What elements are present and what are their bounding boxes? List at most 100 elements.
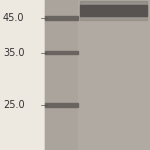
Bar bbox=[78, 126, 150, 128]
Bar bbox=[80, 16, 147, 20]
Bar bbox=[78, 64, 150, 66]
Bar bbox=[78, 50, 150, 51]
Bar bbox=[78, 22, 150, 24]
Bar bbox=[78, 8, 150, 9]
Text: 25.0: 25.0 bbox=[3, 100, 25, 110]
Bar bbox=[78, 140, 150, 141]
Bar bbox=[78, 63, 150, 64]
Bar bbox=[78, 57, 150, 58]
Bar bbox=[78, 15, 150, 16]
Bar bbox=[78, 112, 150, 114]
Bar bbox=[78, 138, 150, 140]
Bar bbox=[78, 69, 150, 70]
Bar bbox=[78, 142, 150, 144]
Bar bbox=[78, 99, 150, 100]
Bar bbox=[78, 132, 150, 134]
Bar bbox=[78, 80, 150, 81]
Bar bbox=[45, 0, 78, 150]
Bar bbox=[78, 134, 150, 135]
Bar bbox=[78, 87, 150, 88]
Bar bbox=[78, 124, 150, 126]
Bar bbox=[78, 38, 150, 39]
Bar bbox=[78, 30, 150, 31]
Bar bbox=[78, 56, 150, 57]
Bar bbox=[78, 45, 150, 46]
Bar bbox=[78, 16, 150, 18]
Bar bbox=[78, 36, 150, 38]
Text: 45.0: 45.0 bbox=[3, 13, 24, 23]
Bar bbox=[78, 26, 150, 27]
Bar bbox=[78, 46, 150, 48]
Bar bbox=[78, 102, 150, 104]
Bar bbox=[78, 42, 150, 44]
Bar bbox=[78, 60, 150, 61]
Bar bbox=[78, 20, 150, 21]
Bar bbox=[78, 82, 150, 84]
Bar bbox=[78, 90, 150, 92]
Bar bbox=[78, 148, 150, 150]
Bar bbox=[78, 96, 150, 98]
Bar bbox=[78, 118, 150, 120]
Bar bbox=[78, 9, 150, 11]
Bar bbox=[78, 3, 150, 4]
Bar bbox=[78, 105, 150, 106]
Bar bbox=[78, 94, 150, 96]
Bar bbox=[78, 54, 150, 56]
Bar bbox=[78, 40, 150, 42]
Bar bbox=[78, 120, 150, 122]
Bar bbox=[78, 136, 150, 138]
Text: 35.0: 35.0 bbox=[3, 48, 24, 57]
Bar bbox=[80, 2, 147, 5]
Bar bbox=[78, 39, 150, 40]
Bar bbox=[78, 28, 150, 30]
Bar bbox=[78, 100, 150, 102]
Bar bbox=[78, 88, 150, 90]
Bar bbox=[78, 85, 150, 87]
Bar bbox=[78, 76, 150, 78]
Bar bbox=[78, 128, 150, 129]
Bar bbox=[78, 74, 150, 75]
Bar bbox=[78, 135, 150, 136]
Bar bbox=[78, 122, 150, 123]
Bar bbox=[78, 61, 150, 63]
Bar bbox=[78, 147, 150, 148]
Bar bbox=[78, 66, 150, 68]
Bar bbox=[0, 0, 45, 150]
Bar bbox=[78, 6, 150, 8]
Bar bbox=[78, 32, 150, 33]
Bar bbox=[78, 117, 150, 118]
Bar bbox=[45, 103, 78, 107]
Bar bbox=[45, 0, 150, 150]
Bar bbox=[78, 123, 150, 124]
Bar bbox=[78, 4, 150, 6]
Bar bbox=[78, 21, 150, 22]
Bar bbox=[78, 0, 150, 150]
Bar bbox=[78, 27, 150, 28]
Bar bbox=[78, 70, 150, 72]
Bar bbox=[78, 48, 150, 50]
Bar bbox=[78, 34, 150, 36]
Bar bbox=[78, 68, 150, 69]
Bar bbox=[78, 110, 150, 111]
Bar bbox=[78, 129, 150, 130]
Bar bbox=[78, 75, 150, 76]
Bar bbox=[80, 5, 147, 16]
Bar bbox=[78, 98, 150, 99]
Bar bbox=[78, 18, 150, 20]
Bar bbox=[78, 103, 150, 105]
Bar bbox=[78, 51, 150, 52]
Bar bbox=[78, 33, 150, 34]
Bar bbox=[45, 16, 78, 20]
Bar bbox=[78, 44, 150, 45]
Bar bbox=[78, 114, 150, 116]
Bar bbox=[78, 130, 150, 132]
Bar bbox=[78, 111, 150, 112]
Bar bbox=[78, 0, 150, 2]
Bar bbox=[78, 58, 150, 60]
Bar bbox=[78, 92, 150, 93]
Bar bbox=[78, 141, 150, 142]
Bar bbox=[78, 106, 150, 108]
Bar bbox=[45, 51, 78, 54]
Bar bbox=[78, 144, 150, 146]
Bar bbox=[78, 14, 150, 15]
